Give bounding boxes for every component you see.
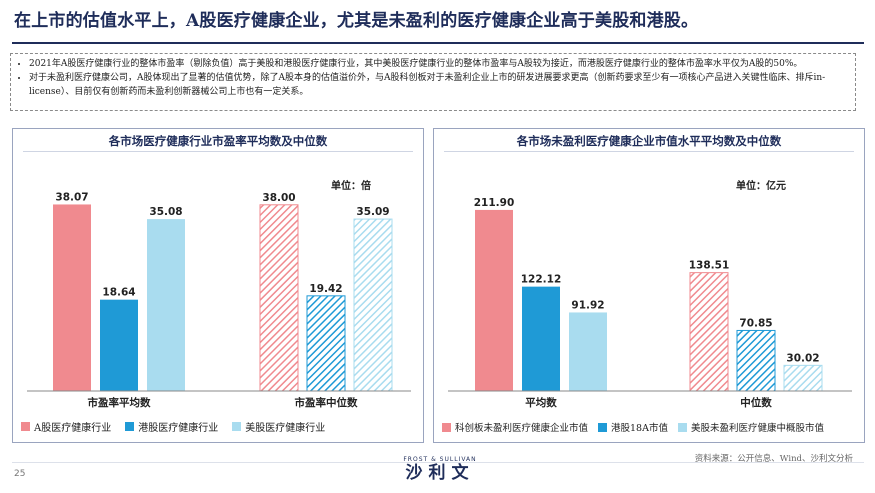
data-label: 138.51 xyxy=(689,260,730,272)
legend-label: 科创板未盈利医疗健康企业市值 xyxy=(455,423,589,434)
page-number: 25 xyxy=(14,469,26,479)
data-label: 19.42 xyxy=(309,283,342,295)
bar-chart-left-1-2 xyxy=(353,218,393,392)
summary-bullet-1: 2021年A股医疗健康行业的整体市盈率（剔除负值）高于美股和港股医疗健康行业，其… xyxy=(29,57,849,71)
bar-chart-right-1-1 xyxy=(736,329,776,392)
right-bar-chart: 211.90 122.12 91.92 平均数 138.51 70.85 30.02 中位数 xyxy=(448,197,852,409)
brand-big-text: 沙利文 xyxy=(405,463,475,483)
legend-item-a-share: A股医疗健康行业 xyxy=(21,419,111,434)
legend-item-hk-18a: 港股18A市值 xyxy=(598,420,668,434)
bar-chart-left-0-0 xyxy=(53,204,91,391)
legend-swatch-blue xyxy=(125,422,135,431)
category-label: 中位数 xyxy=(740,396,772,409)
data-label: 211.90 xyxy=(474,197,515,209)
legend-label: A股医疗健康行业 xyxy=(34,423,112,434)
legend-swatch-lightblue xyxy=(232,422,242,431)
right-chart-panel: 各市场未盈利医疗健康企业市值水平平均数及中位数 单位：亿元 211.90 122.… xyxy=(433,128,865,443)
bar-chart-left-1-1 xyxy=(306,295,346,392)
legend-swatch-blue xyxy=(598,422,608,432)
category-label: 市盈率中位数 xyxy=(295,396,358,409)
bar-chart-left-0-2 xyxy=(147,219,185,391)
category-label: 市盈率平均数 xyxy=(88,396,151,409)
data-label: 30.02 xyxy=(786,352,819,364)
left-bar-chart: 38.07 18.64 35.08 市盈率平均数 38.00 19.42 35.09 市盈率中… xyxy=(27,191,411,409)
right-chart-title-divider xyxy=(444,151,854,152)
data-label: 35.08 xyxy=(149,206,182,218)
legend-label: 美股医疗健康行业 xyxy=(245,423,326,434)
right-chart-legend: 科创板未盈利医疗健康企业市值 港股18A市值 美股未盈利医疗健康中概股市值 xyxy=(442,420,860,434)
right-chart-unit: 单位：亿元 xyxy=(736,181,786,192)
legend-item-hk-share: 港股医疗健康行业 xyxy=(125,419,218,434)
page-title: 在上市的估值水平上，A股医疗健康企业，尤其是未盈利的医疗健康企业高于美股和港股。 xyxy=(14,11,699,31)
legend-swatch-red xyxy=(442,422,451,432)
brand-small-text: FROST & SULLIVAN xyxy=(403,456,477,463)
title-divider xyxy=(12,42,864,44)
bar-chart-right-0-0 xyxy=(475,209,513,391)
legend-swatch-red xyxy=(21,422,30,431)
brand-logo: FROST & SULLIVAN 沙利文 xyxy=(395,456,485,483)
bar-chart-right-1-0 xyxy=(689,272,729,392)
legend-item-us-china-concept: 美股未盈利医疗健康中概股市值 xyxy=(677,420,824,434)
summary-bullet-2: 对于未盈利医疗健康公司，A股体现出了显著的估值优势，除了A股本身的估值溢价外，与… xyxy=(29,71,849,99)
footer-divider xyxy=(12,462,864,463)
bar-chart-left-1-0 xyxy=(259,204,299,392)
source-note: 资料来源：公开信息、Wind、沙利文分析 xyxy=(694,454,853,464)
legend-swatch-lightblue xyxy=(677,422,687,432)
bar-chart-left-0-1 xyxy=(100,299,138,391)
data-label: 70.85 xyxy=(739,317,772,329)
left-chart-title-divider xyxy=(23,151,413,152)
summary-box: 2021年A股医疗健康行业的整体市盈率（剔除负值）高于美股和港股医疗健康行业，其… xyxy=(10,53,856,111)
category-label: 平均数 xyxy=(525,396,557,409)
legend-label: 美股未盈利医疗健康中概股市值 xyxy=(690,423,824,434)
right-chart-title: 各市场未盈利医疗健康企业市值水平平均数及中位数 xyxy=(516,134,782,148)
data-label: 35.09 xyxy=(356,206,389,218)
legend-item-us-share: 美股医疗健康行业 xyxy=(232,419,325,434)
legend-label: 港股医疗健康行业 xyxy=(138,423,219,434)
bar-chart-right-0-2 xyxy=(569,312,607,391)
data-label: 38.00 xyxy=(262,192,295,204)
left-chart-legend: A股医疗健康行业 港股医疗健康行业 美股医疗健康行业 xyxy=(21,419,419,434)
data-label: 91.92 xyxy=(571,299,604,311)
bar-chart-right-0-1 xyxy=(522,286,560,391)
legend-label: 港股18A市值 xyxy=(611,423,668,434)
left-chart-unit: 单位：倍 xyxy=(331,181,371,192)
bar-chart-right-1-2 xyxy=(783,364,823,392)
left-chart-title: 各市场医疗健康行业市盈率平均数及中位数 xyxy=(108,134,328,148)
data-label: 38.07 xyxy=(55,191,88,203)
data-label: 18.64 xyxy=(102,287,135,299)
data-label: 122.12 xyxy=(521,274,562,286)
legend-item-star-market: 科创板未盈利医疗健康企业市值 xyxy=(442,420,588,434)
left-chart-panel: 各市场医疗健康行业市盈率平均数及中位数 单位：倍 38.07 18.64 35.08… xyxy=(12,128,424,443)
